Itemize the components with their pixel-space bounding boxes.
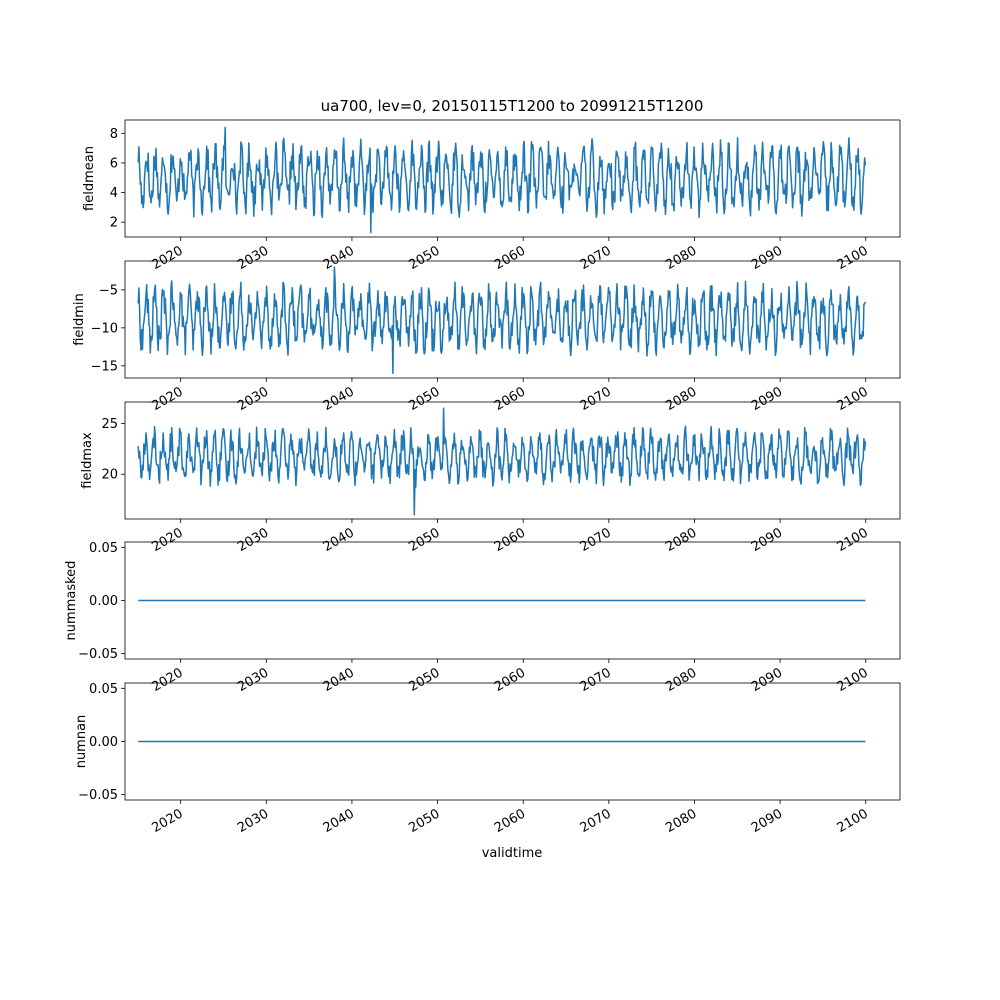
x-tick-label: 2050 <box>406 384 442 414</box>
x-tick-label: 2030 <box>235 525 271 555</box>
x-tick-label: 2040 <box>321 665 357 695</box>
figure-title: ua700, lev=0, 20150115T1200 to 20991215T… <box>321 97 704 115</box>
axes-frame <box>124 119 901 238</box>
x-tick-label: 2100 <box>835 665 871 695</box>
x-tick-label: 2070 <box>578 806 614 836</box>
x-tick-label: 2050 <box>406 243 442 273</box>
y-tick-label: −0.05 <box>78 647 118 662</box>
x-tick-label: 2090 <box>749 665 785 695</box>
y-tick-label: 0.05 <box>89 682 118 697</box>
series-line-fieldmin <box>137 266 867 375</box>
subplot-fieldmin: −15 −10 −5 2020 2030 2040 2050 2060 2070 2080 2090… <box>72 260 901 414</box>
x-tick-label: 2030 <box>235 384 271 414</box>
x-tick-label: 2020 <box>150 384 186 414</box>
x-tick-label: 2030 <box>235 243 271 273</box>
x-tick-label: 2040 <box>321 525 357 555</box>
x-tick-label: 2060 <box>492 243 528 273</box>
x-tick-label: 2080 <box>663 243 699 273</box>
x-tick-label: 2080 <box>663 384 699 414</box>
x-tick-label: 2100 <box>835 243 871 273</box>
x-tick-label: 2070 <box>578 243 614 273</box>
x-tick-label: 2030 <box>235 665 271 695</box>
x-axis-label: validtime <box>482 846 543 861</box>
y-axis-label: fieldmean <box>82 146 97 211</box>
subplots: 2 4 6 8 2020 2030 2040 2050 2060 2070 2080 2090 2100… <box>64 119 901 836</box>
x-tick-label: 2100 <box>835 806 871 836</box>
x-tick-label: 2030 <box>235 806 271 836</box>
x-tick-label: 2020 <box>150 243 186 273</box>
subplot-nummasked: −0.05 0.00 0.05 2020 2030 2040 2050 2060 2070 208… <box>64 541 901 695</box>
y-axis-label: fieldmin <box>72 293 87 346</box>
x-tick-label: 2080 <box>663 525 699 555</box>
x-tick-label: 2050 <box>406 806 442 836</box>
y-tick-label: 0.00 <box>89 735 118 750</box>
x-tick-label: 2060 <box>492 665 528 695</box>
x-tick-label: 2070 <box>578 384 614 414</box>
y-tick-label: −15 <box>91 359 118 374</box>
x-tick-label: 2090 <box>749 243 785 273</box>
x-tick-label: 2100 <box>835 384 871 414</box>
y-tick-label: −10 <box>91 321 118 336</box>
y-tick-label: −5 <box>99 283 118 298</box>
y-tick-label: 0.00 <box>89 594 118 609</box>
y-axis-label: nummasked <box>64 561 79 641</box>
x-tick-label: 2020 <box>150 665 186 695</box>
y-tick-label: 20 <box>101 468 118 483</box>
x-tick-label: 2060 <box>492 806 528 836</box>
x-tick-label: 2080 <box>663 806 699 836</box>
x-tick-label: 2090 <box>749 806 785 836</box>
y-tick-label: 4 <box>110 186 118 201</box>
x-tick-label: 2090 <box>749 525 785 555</box>
y-tick-label: 8 <box>110 127 118 142</box>
x-tick-label: 2060 <box>492 525 528 555</box>
y-tick-label: 25 <box>101 417 118 432</box>
x-tick-label: 2040 <box>321 384 357 414</box>
x-tick-label: 2040 <box>321 243 357 273</box>
y-tick-label: 6 <box>110 156 118 171</box>
x-tick-label: 2100 <box>835 525 871 555</box>
x-tick-label: 2020 <box>150 525 186 555</box>
x-tick-label: 2040 <box>321 806 357 836</box>
subplot-fieldmean: 2 4 6 8 2020 2030 2040 2050 2060 2070 2080 2090 2100… <box>82 119 901 273</box>
y-tick-label: 0.05 <box>89 541 118 556</box>
x-tick-label: 2070 <box>578 525 614 555</box>
subplot-fieldmax: 20 25 2020 2030 2040 2050 2060 2070 2080 2090 2100… <box>80 401 901 555</box>
x-tick-label: 2090 <box>749 384 785 414</box>
y-axis-label: numnan <box>74 715 89 769</box>
y-tick-label: 2 <box>110 216 118 231</box>
x-tick-label: 2050 <box>406 665 442 695</box>
series-line-fieldmax <box>137 407 867 516</box>
x-tick-label: 2050 <box>406 525 442 555</box>
axes-frame <box>124 260 901 379</box>
y-axis-label: fieldmax <box>80 432 95 489</box>
axes-frame <box>124 401 901 520</box>
y-tick-label: −0.05 <box>78 788 118 803</box>
x-tick-label: 2080 <box>663 665 699 695</box>
subplot-numnan: −0.05 0.00 0.05 2020 2030 2040 2050 2060 2070 208… <box>74 682 901 836</box>
x-tick-label: 2070 <box>578 665 614 695</box>
series-line-fieldmean <box>137 126 867 234</box>
x-tick-label: 2060 <box>492 384 528 414</box>
x-tick-label: 2020 <box>150 806 186 836</box>
